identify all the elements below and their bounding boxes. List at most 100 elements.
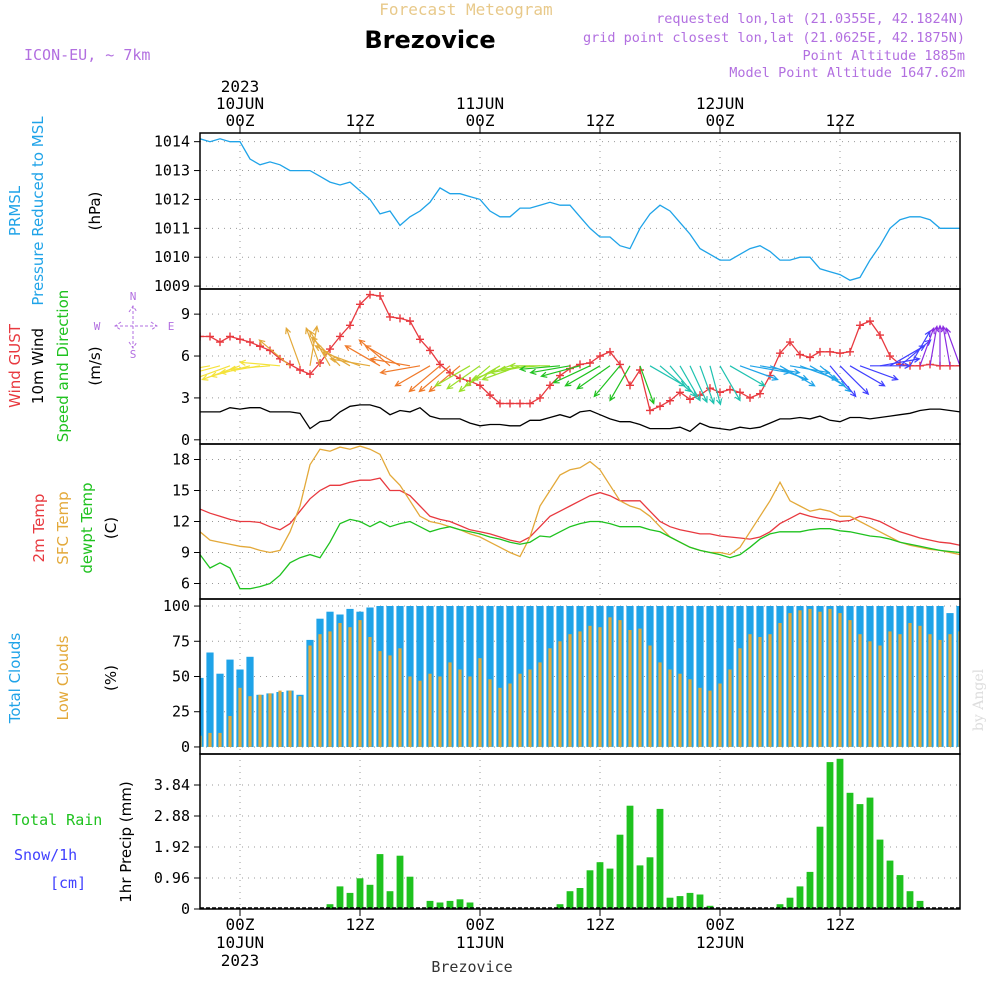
rain-bar	[696, 894, 704, 909]
low-cloud-bar	[938, 639, 942, 747]
bottom-tick-label: 00Z	[226, 915, 255, 934]
requested-coords: requested lon,lat (21.0355E, 42.1824N)	[656, 11, 965, 27]
dewpt-line	[200, 518, 960, 590]
top-tick-date: 10JUN	[216, 94, 264, 113]
gust-marker	[526, 399, 534, 408]
total-cloud-bar	[696, 606, 704, 747]
y-tick-label: 1014	[154, 133, 190, 151]
gust-marker	[956, 361, 960, 370]
rain-bar	[336, 886, 344, 909]
top-tick-label: 12Z	[826, 111, 855, 130]
y-axis-label: 2m Temp	[30, 494, 48, 563]
clouds-panel: 0 25 50 75 100 Total Clouds Low Clouds (%)	[6, 597, 961, 756]
rain-bar	[596, 862, 604, 909]
rain-bar	[426, 900, 434, 909]
unit-label: (%)	[102, 665, 120, 691]
rain-bar	[786, 897, 794, 909]
wind-arrow	[919, 326, 935, 367]
low-cloud-bar	[378, 651, 382, 747]
temperature-panel: 6 9 12 15 18 2m Temp SFC Temp dewpt Temp (C)	[30, 443, 961, 600]
top-tick-date: 12JUN	[696, 94, 744, 113]
rain-bar	[566, 891, 574, 909]
wind-arrow	[344, 345, 381, 367]
wind-arrow	[200, 365, 211, 369]
gust-marker	[656, 402, 664, 411]
wind-arrow	[839, 365, 870, 396]
y-tick-label: 1.92	[154, 838, 190, 856]
gust-marker	[486, 391, 494, 400]
low-cloud-bar	[958, 631, 960, 747]
gust-marker	[376, 291, 384, 300]
wind-arrow	[729, 365, 766, 387]
gust-marker	[796, 350, 804, 359]
y-tick-label: 15	[172, 482, 190, 500]
low-cloud-bar	[638, 628, 642, 747]
top-tick-label: 12Z	[346, 111, 375, 130]
gust-marker	[200, 332, 204, 341]
low-cloud-bar	[318, 634, 322, 747]
low-cloud-bar	[458, 669, 462, 747]
wind-arrow	[593, 365, 621, 398]
low-cloud-bar	[698, 687, 702, 747]
low-cloud-bar	[488, 679, 492, 747]
low-cloud-bar	[838, 613, 842, 747]
gust-marker	[616, 360, 624, 369]
low-cloud-bar	[398, 648, 402, 747]
temperature-marks	[200, 445, 960, 590]
low-cloud-bar	[778, 623, 782, 747]
low-cloud-bar	[588, 625, 592, 747]
rain-bar	[906, 891, 914, 909]
wind-arrow	[679, 365, 701, 402]
low-cloud-bar	[628, 630, 632, 747]
gust-marker	[346, 321, 354, 330]
gust-marker	[776, 349, 784, 358]
precip-marks	[200, 758, 960, 909]
low-cloud-bar	[738, 648, 742, 747]
wind-arrow	[899, 339, 932, 367]
low-cloud-bar	[468, 676, 472, 747]
y-tick-label: 9	[181, 544, 190, 562]
bottom-tick-label: 12Z	[586, 915, 615, 934]
gust-marker	[296, 365, 304, 374]
low-cloud-bar	[358, 620, 362, 747]
total-cloud-bar	[206, 652, 214, 747]
bottom-tick-label: 00Z	[706, 915, 735, 934]
rain-bar	[436, 902, 444, 909]
gust-marker	[816, 347, 824, 356]
y-axis-label: 10m Wind	[29, 328, 47, 404]
rain-bar	[356, 878, 364, 909]
rain-bar	[636, 865, 644, 909]
gust-marker	[236, 335, 244, 344]
y-axis-label: Pressure Reduced to MSL	[29, 116, 47, 306]
gust-marker	[506, 399, 514, 408]
total-cloud-bar	[686, 606, 694, 747]
gust-marker	[426, 346, 434, 355]
gust-marker	[306, 370, 314, 379]
gust-marker	[556, 371, 564, 380]
compass-rose: N S E W	[94, 290, 175, 361]
wind-arrow	[434, 365, 471, 387]
gust-marker	[206, 332, 214, 341]
wind-arrow	[200, 365, 201, 367]
wind-arrow	[945, 326, 960, 367]
wind-arrow	[779, 365, 816, 387]
gust-marker	[646, 406, 654, 415]
rain-bar	[456, 899, 464, 909]
rain-bar	[826, 762, 834, 909]
total-cloud-bar	[486, 606, 494, 747]
gust-marker	[826, 347, 834, 356]
rain-bar	[466, 902, 474, 909]
rain-bar	[836, 758, 844, 909]
total-cloud-bar	[506, 606, 514, 747]
gust-marker	[396, 314, 404, 323]
top-tick-year: 2023	[221, 77, 260, 96]
wind-arrow	[829, 365, 857, 398]
low-cloud-bar	[278, 690, 282, 747]
model-name: ICON-EU, ~ 7km	[24, 46, 150, 64]
top-tick-date: 11JUN	[456, 94, 504, 113]
low-cloud-bar	[528, 669, 532, 747]
gust-marker	[756, 389, 764, 398]
rain-bar	[556, 904, 564, 909]
total-cloud-bar	[200, 677, 204, 747]
